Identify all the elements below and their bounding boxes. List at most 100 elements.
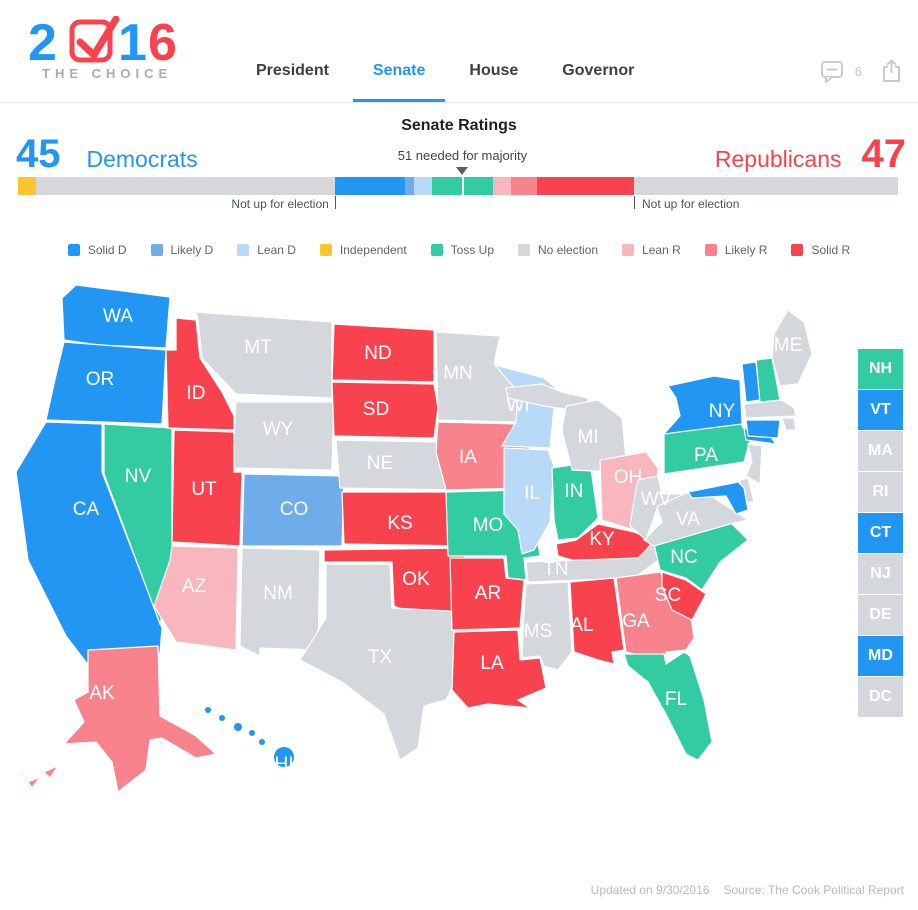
state-SD[interactable]: SD — [331, 381, 439, 439]
updated-text: Updated on 9/30/2016 — [590, 883, 710, 897]
panel-state-DC[interactable]: DC — [858, 677, 903, 717]
state-shape-CT[interactable] — [745, 419, 781, 439]
state-shape-UT[interactable] — [171, 429, 243, 547]
state-WY[interactable]: WY — [231, 401, 335, 471]
tab-senate[interactable]: Senate — [352, 62, 447, 103]
state-RI[interactable] — [781, 417, 797, 431]
majority-marker-icon — [456, 167, 469, 175]
state-shape-AL[interactable] — [569, 577, 625, 665]
state-AK[interactable]: AK — [27, 645, 218, 794]
ratings-title: Senate Ratings — [401, 117, 517, 134]
state-MA[interactable] — [743, 399, 797, 419]
state-shape-NJ[interactable] — [745, 443, 763, 486]
state-ND[interactable]: ND — [331, 323, 435, 383]
state-shape-MD[interactable] — [687, 481, 749, 515]
state-shape-CO[interactable] — [241, 473, 345, 547]
logo[interactable]: 2 1 6 THE CHOICE — [14, 16, 224, 102]
bar-segment-no_election-r[interactable] — [633, 177, 898, 195]
state-shape-ME[interactable] — [771, 309, 813, 387]
legend-item-independent: Independent — [319, 243, 407, 257]
bar-segment-no_election-d[interactable] — [35, 177, 335, 195]
state-NJ[interactable] — [745, 443, 763, 486]
state-shape-ID[interactable] — [165, 317, 235, 431]
comments-icon[interactable] — [819, 59, 845, 84]
state-shape-MT[interactable] — [195, 311, 333, 399]
state-shape-HI[interactable] — [234, 723, 242, 731]
state-shape-AK[interactable] — [27, 775, 42, 790]
logo-digit-2: 2 — [28, 16, 57, 72]
state-shape-WY[interactable] — [231, 401, 335, 471]
state-shape-ND[interactable] — [331, 323, 435, 383]
share-icon[interactable] — [880, 58, 904, 84]
state-shape-TX[interactable] — [299, 563, 469, 761]
state-shape-OR[interactable] — [45, 341, 167, 425]
tab-governor[interactable]: Governor — [562, 62, 635, 79]
state-shape-HI[interactable] — [219, 715, 225, 721]
bar-segment-likely_r-r[interactable] — [510, 177, 538, 195]
tab-president[interactable]: President — [256, 62, 329, 79]
state-MD[interactable] — [687, 481, 749, 515]
state-shape-NY[interactable] — [662, 375, 743, 435]
state-shape-LA[interactable] — [451, 629, 547, 709]
legend-chip-lean_r — [622, 244, 635, 256]
state-shape-AK[interactable] — [62, 645, 218, 794]
bar-segment-solid_d-d[interactable] — [334, 177, 406, 195]
comments-count: 6 — [854, 63, 862, 79]
bar-segment-solid_r-r[interactable] — [537, 177, 634, 195]
panel-state-CT[interactable]: CT — [858, 513, 903, 553]
legend-item-lean_r: Lean R — [622, 243, 681, 257]
state-shape-MA[interactable] — [743, 399, 797, 419]
bar-segment-independent-d[interactable] — [18, 177, 36, 195]
bar-segment-lean_r-r[interactable] — [493, 177, 511, 195]
state-FL[interactable]: FL — [623, 651, 713, 761]
state-shape-WV[interactable] — [629, 475, 685, 542]
state-shape-IL[interactable] — [503, 447, 555, 555]
state-shape-HI[interactable] — [205, 707, 211, 713]
state-MS[interactable]: MS — [521, 581, 573, 671]
not-up-tick-left — [334, 196, 336, 209]
state-shape-AR[interactable] — [449, 557, 525, 631]
state-shape-SC[interactable] — [661, 571, 707, 621]
state-WA[interactable]: WA — [61, 284, 171, 349]
state-AL[interactable]: AL — [569, 577, 625, 665]
panel-state-VT[interactable]: VT — [858, 390, 903, 430]
republicans-label: Republicans — [714, 146, 842, 172]
state-OR[interactable]: OR — [45, 341, 167, 425]
panel-state-MA[interactable]: MA — [858, 431, 903, 471]
legend-label-independent: Independent — [339, 243, 407, 257]
state-UT[interactable]: UT — [171, 429, 243, 547]
state-shape-AZ[interactable] — [153, 545, 239, 651]
panel-state-NH[interactable]: NH — [858, 349, 903, 389]
state-CT[interactable] — [745, 419, 781, 439]
state-shape-HI[interactable] — [274, 747, 294, 767]
state-shape-WA[interactable] — [61, 284, 171, 349]
tab-house[interactable]: House — [469, 62, 519, 79]
state-shape-RI[interactable] — [781, 417, 797, 431]
state-shape-NM[interactable] — [239, 547, 321, 657]
bar-segment-lean_d-d[interactable] — [413, 177, 432, 195]
source-text: Source: The Cook Political Report — [723, 883, 904, 897]
panel-state-DE[interactable]: DE — [858, 595, 903, 635]
legend-chip-toss_up — [430, 244, 443, 256]
state-CO[interactable]: CO — [241, 473, 345, 547]
state-shape-MS[interactable] — [521, 581, 573, 671]
state-shape-AK[interactable] — [42, 764, 60, 779]
legend-chip-likely_d — [150, 244, 163, 256]
legend-label-solid_d: Solid D — [87, 243, 127, 257]
not-up-tick-right — [634, 196, 635, 209]
state-shape-HI[interactable] — [249, 730, 255, 736]
panel-state-MD[interactable]: MD — [858, 636, 903, 676]
logo-digit-1: 1 — [118, 16, 147, 72]
state-shape-FL[interactable] — [623, 651, 713, 761]
state-ME[interactable]: ME — [771, 309, 813, 387]
state-shape-HI[interactable] — [259, 739, 265, 745]
state-shape-SD[interactable] — [331, 381, 439, 439]
bar-segment-toss_up-n[interactable] — [431, 177, 494, 195]
ratings-legend: Solid D Likely D Lean D Independent Toss Up N… — [0, 243, 918, 257]
panel-state-NJ[interactable]: NJ — [858, 554, 903, 594]
state-NM[interactable]: NM — [239, 547, 321, 657]
panel-state-RI[interactable]: RI — [858, 472, 903, 512]
legend-item-solid_r: Solid R — [791, 243, 850, 257]
bar-segment-likely_d-d[interactable] — [405, 177, 414, 195]
state-HI[interactable]: HI — [205, 707, 294, 775]
